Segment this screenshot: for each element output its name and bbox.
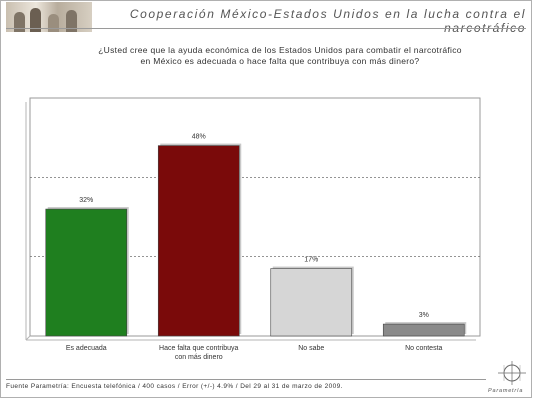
category-label: con más dinero — [175, 354, 223, 361]
survey-question: ¿Usted cree que la ayuda económica de lo… — [60, 45, 500, 67]
bar-value-label: 32% — [79, 197, 93, 204]
footer-divider — [6, 379, 486, 380]
category-label: No sabe — [298, 345, 324, 352]
bar — [382, 323, 465, 337]
category-label: Hace falta que contribuya — [159, 345, 238, 352]
banner-figure — [14, 12, 25, 32]
slide-title: Cooperación México-Estados Unidos en la … — [129, 7, 526, 35]
question-line-2: en México es adecuada o hace falta que c… — [140, 56, 420, 66]
header-photo-banner — [6, 2, 92, 32]
plot-corner-edge — [25, 335, 31, 341]
category-label: Es adecuada — [66, 345, 107, 352]
source-footnote: Fuente Parametría: Encuesta telefónica /… — [6, 383, 343, 390]
category-label: No contesta — [405, 345, 442, 352]
banner-figure — [66, 10, 77, 32]
bar — [157, 145, 240, 337]
header-divider — [6, 28, 526, 29]
bar-value-label: 17% — [304, 257, 318, 264]
banner-figure — [48, 14, 59, 32]
question-line-1: ¿Usted cree que la ayuda económica de lo… — [98, 45, 462, 55]
parametria-logo-text: Parametría — [488, 388, 524, 394]
parametria-logo-icon — [498, 361, 526, 385]
bar — [45, 208, 128, 337]
bar — [270, 268, 353, 337]
banner-figure — [30, 8, 41, 32]
bar-value-label: 3% — [419, 312, 429, 319]
bar-value-label: 48% — [192, 134, 206, 141]
